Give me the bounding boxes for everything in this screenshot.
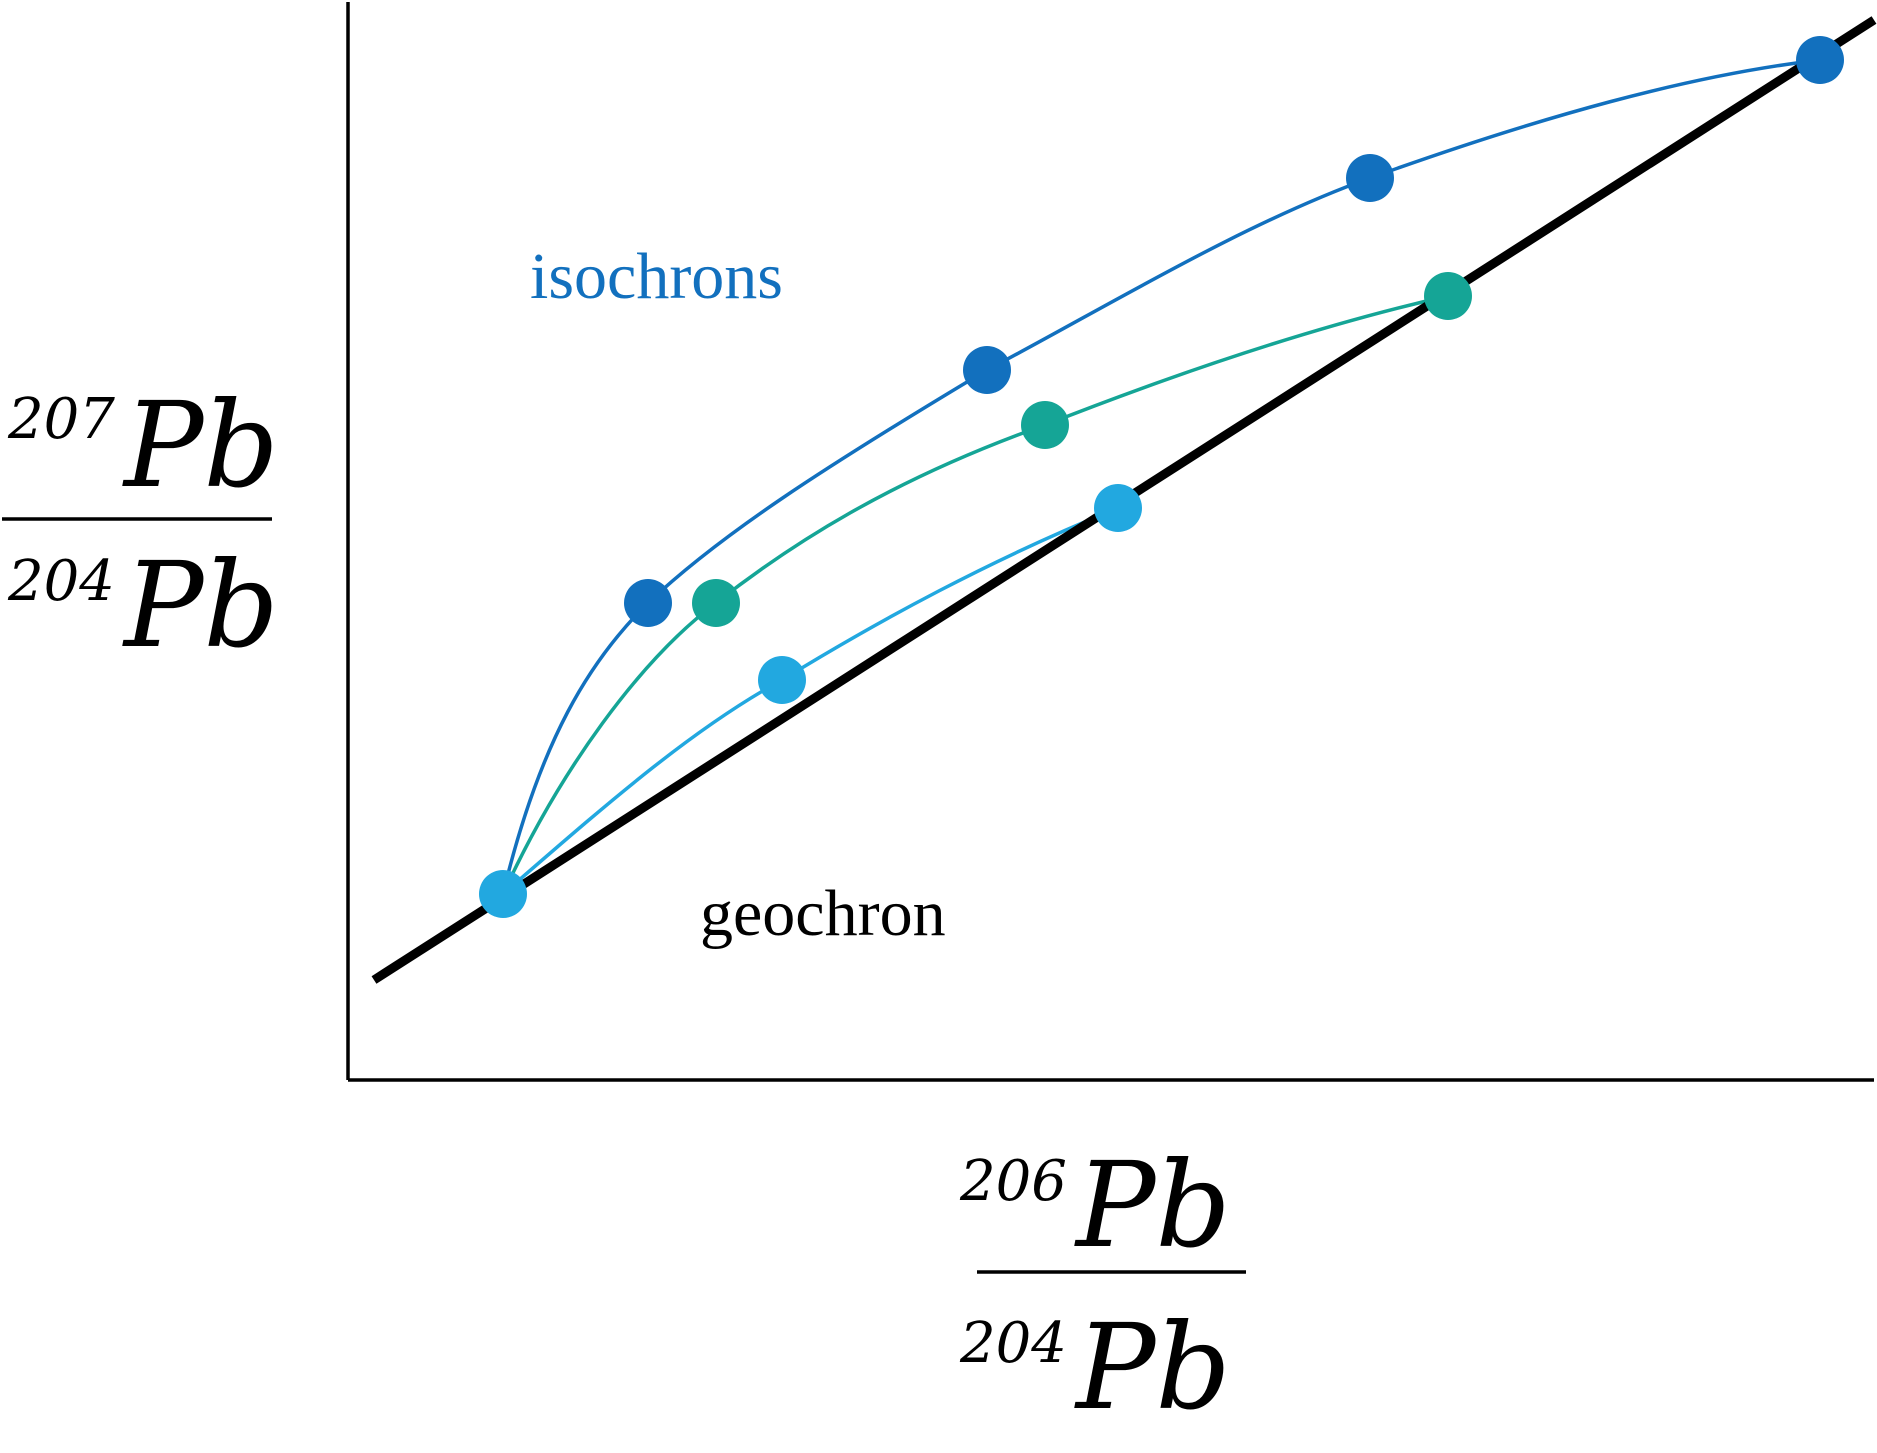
y-numerator-mass: 207 (7, 387, 115, 452)
y-numerator-element: Pb (122, 376, 279, 514)
y-axis-label: 207 Pb 204 Pb (2, 376, 279, 674)
isochron-point (1424, 272, 1472, 320)
isochron-point (1796, 36, 1844, 84)
x-numerator-mass: 206 (959, 1149, 1067, 1214)
isochrons-label: isochrons (530, 240, 783, 313)
isochron-point (758, 656, 806, 704)
x-denominator-mass: 204 (959, 1311, 1067, 1376)
isochron-curve-teal (501, 294, 1449, 895)
y-denominator-mass: 204 (7, 549, 115, 614)
isochron-point (692, 579, 740, 627)
x-axis-label: 206 Pb 204 Pb (959, 1136, 1246, 1436)
isochron-point (479, 870, 527, 918)
x-numerator-element: Pb (1074, 1136, 1231, 1274)
isochron-point (1021, 401, 1069, 449)
isochron-point (963, 346, 1011, 394)
x-denominator-element: Pb (1074, 1298, 1231, 1436)
axes (346, 2, 1874, 1082)
geochron-label: geochron (700, 877, 946, 950)
isochron-point (1346, 154, 1394, 202)
isochron-points (479, 36, 1844, 918)
y-denominator-element: Pb (122, 536, 279, 674)
isochron-point (624, 579, 672, 627)
isochron-point (1094, 484, 1142, 532)
